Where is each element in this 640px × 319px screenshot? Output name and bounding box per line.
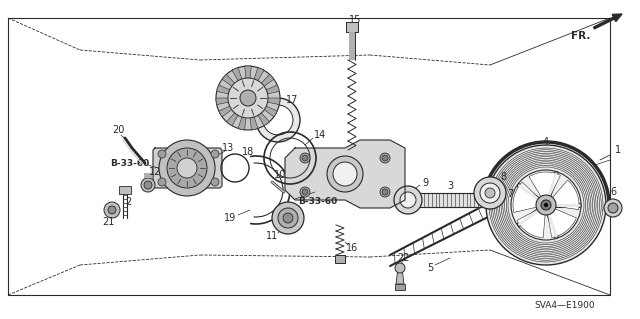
Circle shape bbox=[380, 187, 390, 197]
Circle shape bbox=[256, 98, 300, 142]
Wedge shape bbox=[238, 98, 248, 130]
Wedge shape bbox=[248, 98, 277, 117]
Circle shape bbox=[608, 203, 618, 213]
Circle shape bbox=[382, 189, 388, 195]
Text: 15: 15 bbox=[349, 15, 361, 25]
Text: 14: 14 bbox=[314, 130, 326, 140]
Polygon shape bbox=[349, 32, 355, 60]
Polygon shape bbox=[396, 268, 404, 284]
Circle shape bbox=[474, 177, 506, 209]
Circle shape bbox=[395, 263, 405, 273]
Wedge shape bbox=[227, 98, 248, 126]
Text: 6: 6 bbox=[610, 187, 616, 197]
Circle shape bbox=[380, 153, 390, 163]
Wedge shape bbox=[546, 205, 577, 238]
Circle shape bbox=[144, 181, 152, 189]
Wedge shape bbox=[248, 74, 274, 98]
Circle shape bbox=[400, 192, 416, 208]
Wedge shape bbox=[248, 68, 264, 98]
Circle shape bbox=[300, 153, 310, 163]
Circle shape bbox=[333, 162, 357, 186]
Wedge shape bbox=[529, 172, 561, 205]
Bar bbox=[346, 22, 358, 32]
Polygon shape bbox=[119, 186, 131, 194]
Text: 9: 9 bbox=[422, 178, 428, 188]
Text: 12: 12 bbox=[149, 167, 161, 177]
Bar bbox=[335, 255, 345, 263]
Text: 2: 2 bbox=[125, 197, 131, 207]
Text: FR.: FR. bbox=[571, 31, 590, 41]
Text: 19: 19 bbox=[224, 213, 236, 223]
Circle shape bbox=[302, 155, 308, 161]
Circle shape bbox=[536, 195, 556, 215]
Circle shape bbox=[211, 178, 219, 186]
Text: 5: 5 bbox=[427, 263, 433, 273]
Wedge shape bbox=[222, 74, 248, 98]
Text: 7: 7 bbox=[507, 189, 513, 199]
Text: 10: 10 bbox=[274, 170, 286, 180]
Circle shape bbox=[283, 213, 293, 223]
Wedge shape bbox=[546, 180, 579, 210]
Wedge shape bbox=[248, 98, 280, 105]
Polygon shape bbox=[395, 284, 405, 290]
Circle shape bbox=[158, 178, 166, 186]
Text: 1: 1 bbox=[615, 145, 621, 155]
Circle shape bbox=[272, 202, 304, 234]
Polygon shape bbox=[153, 148, 222, 188]
Circle shape bbox=[159, 140, 215, 196]
Text: 22: 22 bbox=[397, 253, 409, 263]
Circle shape bbox=[541, 200, 551, 210]
Text: 13: 13 bbox=[222, 143, 234, 153]
Circle shape bbox=[604, 199, 622, 217]
Circle shape bbox=[240, 90, 256, 106]
Polygon shape bbox=[144, 173, 152, 178]
Circle shape bbox=[511, 170, 581, 240]
Text: 11: 11 bbox=[266, 231, 278, 241]
Text: 3: 3 bbox=[447, 181, 453, 191]
Wedge shape bbox=[232, 68, 248, 98]
Wedge shape bbox=[248, 85, 279, 98]
Circle shape bbox=[108, 206, 116, 214]
Circle shape bbox=[394, 186, 422, 214]
Text: B-33-60: B-33-60 bbox=[298, 197, 337, 206]
Text: B-33-60: B-33-60 bbox=[110, 159, 150, 167]
Text: SVA4—E1900: SVA4—E1900 bbox=[534, 300, 595, 309]
Wedge shape bbox=[244, 66, 252, 98]
Circle shape bbox=[228, 78, 268, 118]
Text: 20: 20 bbox=[112, 125, 124, 135]
Circle shape bbox=[300, 187, 310, 197]
Circle shape bbox=[167, 148, 207, 188]
Circle shape bbox=[104, 202, 120, 218]
Wedge shape bbox=[248, 98, 258, 130]
Text: 21: 21 bbox=[102, 217, 114, 227]
Circle shape bbox=[480, 183, 500, 203]
Circle shape bbox=[158, 150, 166, 158]
Circle shape bbox=[141, 178, 155, 192]
Circle shape bbox=[263, 105, 293, 135]
Circle shape bbox=[216, 66, 280, 130]
Circle shape bbox=[278, 208, 298, 228]
Wedge shape bbox=[513, 182, 546, 212]
FancyArrow shape bbox=[593, 14, 622, 29]
Circle shape bbox=[211, 150, 219, 158]
Text: 17: 17 bbox=[286, 95, 298, 105]
Circle shape bbox=[485, 188, 495, 198]
Wedge shape bbox=[248, 98, 269, 126]
Wedge shape bbox=[217, 85, 248, 98]
Circle shape bbox=[486, 145, 606, 265]
Polygon shape bbox=[285, 140, 405, 208]
Circle shape bbox=[177, 158, 197, 178]
Wedge shape bbox=[517, 205, 546, 238]
Wedge shape bbox=[219, 98, 248, 117]
Circle shape bbox=[302, 189, 308, 195]
Text: 8: 8 bbox=[500, 172, 506, 182]
Circle shape bbox=[382, 155, 388, 161]
Text: 4: 4 bbox=[543, 137, 549, 147]
Wedge shape bbox=[216, 98, 248, 105]
Circle shape bbox=[327, 156, 363, 192]
Polygon shape bbox=[418, 193, 488, 207]
Circle shape bbox=[544, 203, 548, 207]
Text: 18: 18 bbox=[242, 147, 254, 157]
Text: 16: 16 bbox=[346, 243, 358, 253]
